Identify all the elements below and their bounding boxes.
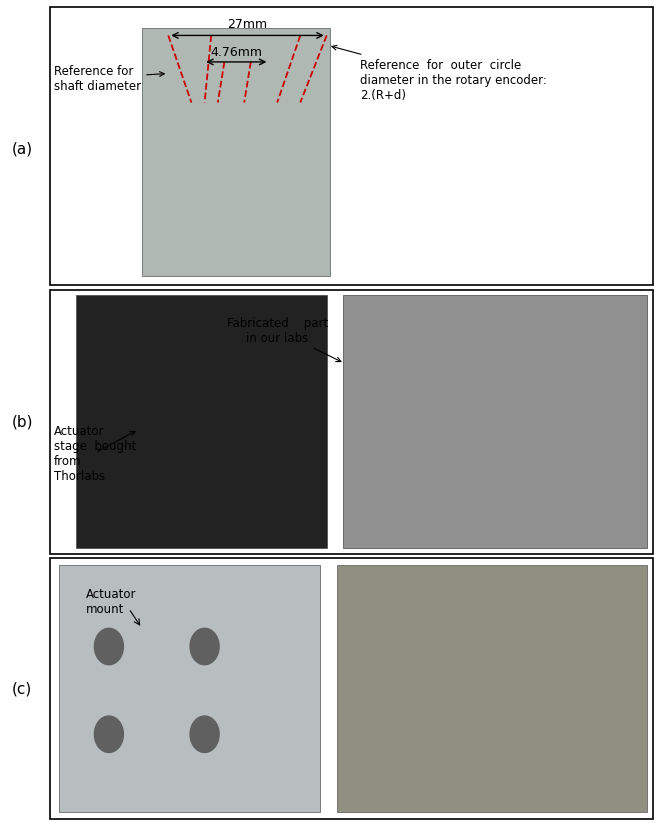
Text: 27mm: 27mm	[228, 18, 267, 31]
Circle shape	[94, 629, 123, 665]
Bar	[59, 566, 320, 812]
Text: Fabricated    part
in our labs: Fabricated part in our labs	[226, 317, 341, 362]
Text: Actuator
stage  bought
from
Thorlabs: Actuator stage bought from Thorlabs	[54, 424, 137, 482]
Text: (c): (c)	[12, 681, 32, 696]
Text: Reference for
shaft diameter: Reference for shaft diameter	[54, 65, 164, 93]
Bar	[343, 296, 647, 548]
Text: Reference  for  outer  circle
diameter in the rotary encoder:
2.(R+d): Reference for outer circle diameter in t…	[332, 46, 546, 102]
Bar	[50, 291, 653, 554]
Text: (a): (a)	[12, 141, 33, 156]
Circle shape	[94, 716, 123, 753]
Bar	[50, 8, 653, 285]
Bar	[76, 296, 327, 548]
Bar	[337, 566, 647, 812]
Text: Actuator
mount: Actuator mount	[86, 587, 137, 615]
Bar	[142, 29, 330, 277]
Circle shape	[190, 629, 219, 665]
Text: (b): (b)	[12, 414, 34, 429]
Bar	[50, 558, 653, 819]
Text: 4.76mm: 4.76mm	[211, 45, 262, 59]
Circle shape	[190, 716, 219, 753]
